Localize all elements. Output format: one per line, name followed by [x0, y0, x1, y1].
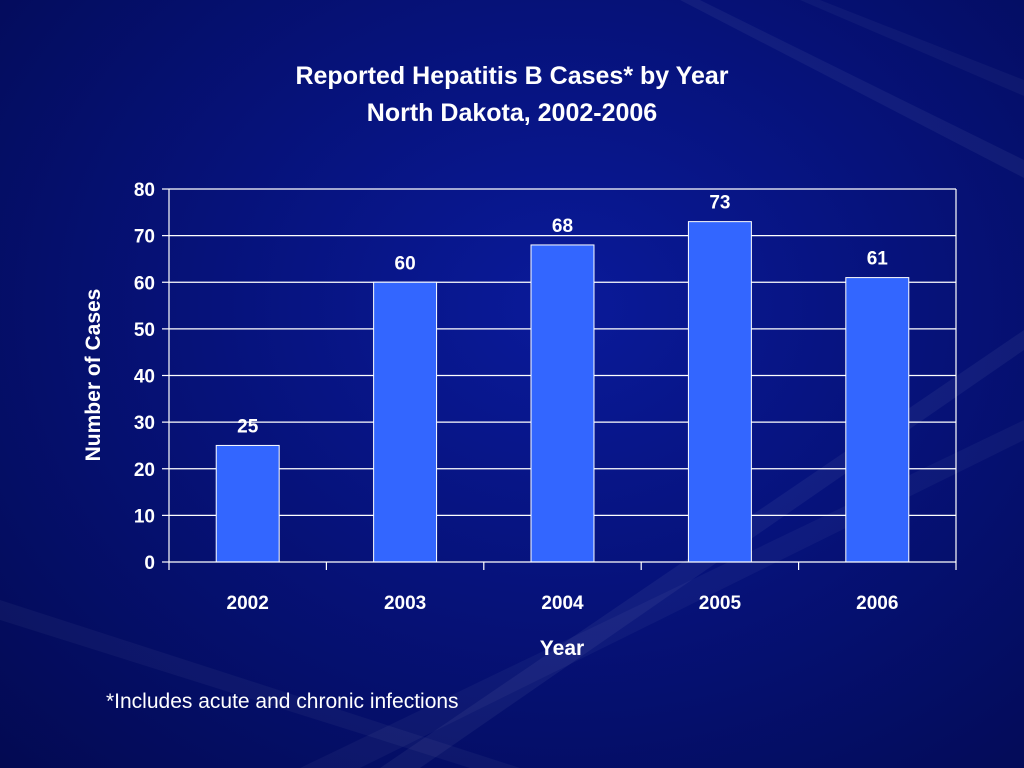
bar-2004: [530, 244, 595, 563]
y-tick-label: 70: [134, 227, 155, 248]
x-tick-label: 2003: [384, 593, 426, 614]
data-label-2005: 73: [709, 193, 730, 214]
bar-2002: [215, 444, 280, 563]
y-tick-label: 50: [134, 320, 155, 341]
data-label-2002: 25: [237, 416, 259, 437]
x-tick-label: 2006: [856, 593, 898, 614]
x-tick-label: 2002: [227, 593, 269, 614]
x-tick-label: 2005: [699, 593, 742, 614]
data-label-2006: 61: [867, 249, 889, 270]
y-tick-label: 10: [134, 506, 155, 527]
chart-title: Reported Hepatitis B Cases* by Year: [295, 62, 729, 90]
bars: [215, 221, 910, 563]
chart-title-block: Reported Hepatitis B Cases* by Year Nort…: [0, 58, 1024, 132]
y-tick-label: 0: [144, 553, 155, 574]
x-tick-label: 2004: [541, 593, 584, 614]
x-axis-title: Year: [540, 637, 584, 660]
chart-subtitle: North Dakota, 2002-2006: [366, 99, 658, 127]
bar-2005: [687, 221, 752, 563]
data-label-2003: 60: [395, 253, 416, 274]
bar-2003: [373, 281, 438, 563]
data-label-2004: 68: [552, 216, 573, 237]
footnote: *Includes acute and chronic infections: [106, 690, 459, 713]
y-tick-label: 40: [134, 367, 155, 388]
y-axis-title: Number of Cases: [82, 289, 105, 462]
data-labels: 25 60 68 73 61: [237, 193, 888, 438]
y-tick-label: 80: [134, 180, 155, 201]
y-tick-label: 20: [134, 460, 155, 481]
y-tick-label: 60: [134, 273, 155, 294]
axes: 0 10 20 30 40 50 60 70 80 2002 2003 2004 2005 2006: [134, 180, 957, 614]
y-tick-label: 30: [134, 413, 155, 434]
bar-2006: [845, 277, 910, 563]
